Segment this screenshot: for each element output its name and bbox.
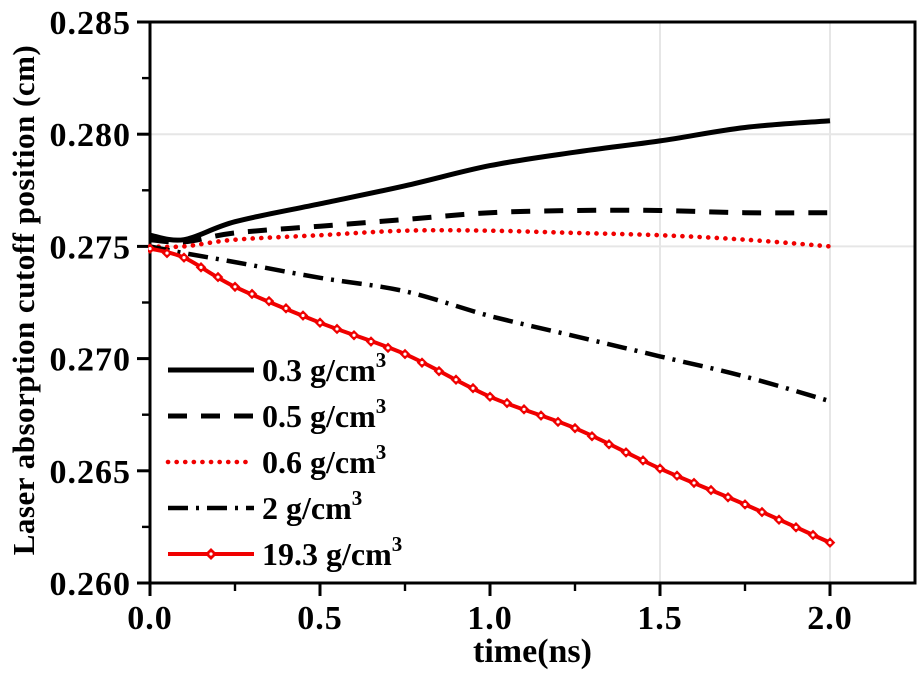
diamond-marker <box>148 243 156 254</box>
diamond-marker-center <box>794 525 798 529</box>
plot-area <box>148 118 836 548</box>
diamond-marker-center <box>335 327 339 331</box>
diamond-marker-center <box>403 352 407 356</box>
diamond-marker-center <box>505 401 509 405</box>
y-tick-label: 0.285 <box>50 5 132 42</box>
legend-label: 19.3 g/cm3 <box>262 532 402 572</box>
legend-label: 0.3 g/cm3 <box>262 348 386 388</box>
y-tick-label: 0.280 <box>50 117 132 154</box>
diamond-marker-center <box>386 346 390 350</box>
y-tick-label: 0.260 <box>50 566 132 603</box>
diamond-marker-center <box>148 247 152 251</box>
legend-label: 0.5 g/cm3 <box>262 394 386 434</box>
diamond-marker-center <box>743 502 747 507</box>
diamond-marker-center <box>777 518 781 522</box>
diamond-marker-center <box>420 361 424 365</box>
diamond-marker-center <box>522 407 526 411</box>
diamond-marker-center <box>437 369 441 373</box>
legend-label: 0.6 g/cm3 <box>262 440 386 480</box>
legend-item-0.5-3: 0.5 g/cm3 <box>168 394 386 434</box>
diamond-marker-center <box>165 251 169 255</box>
diamond-marker-center <box>454 378 458 382</box>
y-tick-label: 0.265 <box>50 454 132 491</box>
diamond-marker-center <box>209 552 213 556</box>
series-line-0.6-3 <box>148 227 833 250</box>
diamond-marker-center <box>726 495 730 499</box>
x-tick-label: 2.0 <box>807 600 853 637</box>
diamond-marker-center <box>709 488 713 492</box>
series-line-0.3-3 <box>149 118 831 243</box>
diamond-marker-center <box>352 333 356 337</box>
diamond-marker-center <box>573 426 577 430</box>
series-line-0.5-3 <box>149 207 831 245</box>
diamond-marker-center <box>607 442 611 446</box>
diamond-marker-center <box>488 395 492 399</box>
diamond-marker-center <box>233 285 237 289</box>
legend: 0.3 g/cm3 0.5 g/cm3 0.6 g/cm3 2 g/cm3 19.3 g… <box>165 348 402 572</box>
diamond-marker-center <box>760 510 764 514</box>
y-tick-label: 0.270 <box>50 342 132 379</box>
diamond-marker-center <box>182 256 186 260</box>
diamond-marker-center <box>199 265 203 269</box>
x-tick-label: 1.5 <box>637 600 683 637</box>
diamond-marker-center <box>658 466 662 471</box>
diamond-marker-center <box>318 321 322 325</box>
diamond-marker-center <box>641 458 645 463</box>
series-line-2-3 <box>149 244 831 404</box>
series-markers-19.3-3 <box>148 243 836 548</box>
diamond-marker-center <box>811 533 815 537</box>
y-tick-label: 0.275 <box>50 229 132 266</box>
diamond-marker-center <box>624 450 628 454</box>
legend-item-0.6-3: 0.6 g/cm3 <box>165 440 386 480</box>
diamond-marker-center <box>369 339 373 344</box>
diamond-marker-center <box>267 299 271 303</box>
diamond-marker-center <box>590 434 594 438</box>
diamond-marker-center <box>692 481 696 485</box>
legend-item-19.3-3: 19.3 g/cm3 <box>168 532 402 572</box>
legend-label: 2 g/cm3 <box>262 486 362 526</box>
diamond-marker-center <box>284 306 288 310</box>
diamond-marker-center <box>471 386 475 390</box>
diamond-marker-center <box>301 313 305 318</box>
x-tick-label: 1.0 <box>467 600 513 637</box>
legend-item-2-3: 2 g/cm3 <box>168 486 362 526</box>
diamond-marker-center <box>250 292 254 296</box>
diamond-marker-center <box>539 413 543 418</box>
legend-item-0.3-3: 0.3 g/cm3 <box>168 348 386 388</box>
diamond-marker-center <box>216 275 220 279</box>
diamond-marker-center <box>828 541 832 545</box>
x-tick-label: 0.0 <box>127 600 173 637</box>
x-tick-label: 0.5 <box>297 600 343 637</box>
diamond-marker-center <box>556 420 560 424</box>
diamond-marker-center <box>675 474 679 478</box>
